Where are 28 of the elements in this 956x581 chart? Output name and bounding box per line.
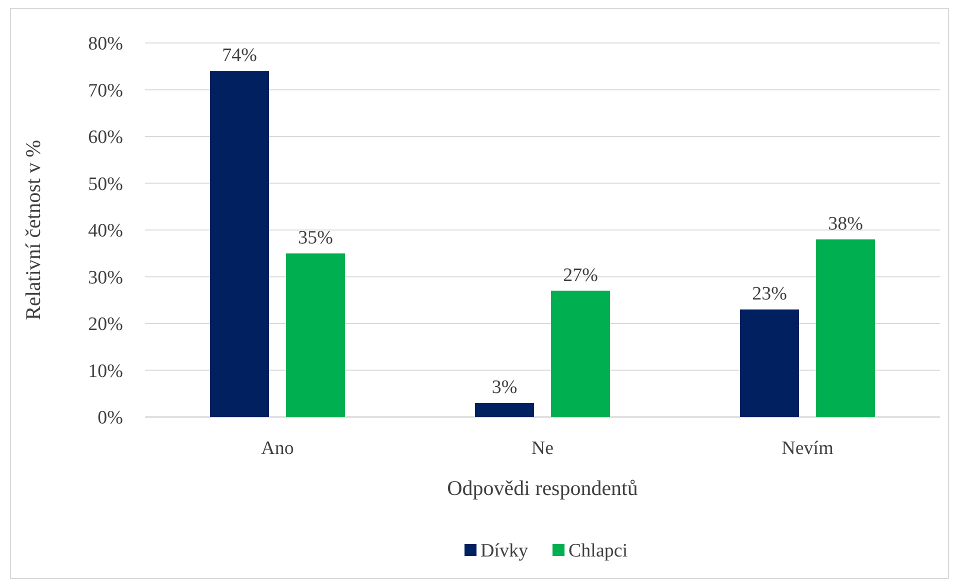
bar	[475, 402, 534, 417]
x-tick-label: Nevím	[782, 438, 834, 459]
y-tick-label: 10%	[88, 360, 124, 382]
bar	[210, 71, 269, 417]
bar	[286, 253, 345, 417]
bar	[740, 309, 799, 417]
y-tick-label: 70%	[88, 80, 124, 102]
y-tick-label: 40%	[88, 220, 124, 242]
y-tick-label: 80%	[88, 34, 124, 55]
data-label: 35%	[298, 227, 334, 248]
bar	[816, 239, 875, 417]
legend-label: Chlapci	[568, 540, 628, 562]
y-tick-label: 20%	[88, 314, 124, 336]
x-axis-title: Odpovědi respondentů	[447, 476, 638, 500]
data-label: 23%	[752, 283, 788, 304]
data-label: 74%	[222, 45, 258, 66]
y-tick-label: 0%	[98, 408, 124, 429]
bar	[551, 290, 610, 417]
legend-label: Dívky	[480, 540, 528, 562]
x-tick-label: Ne	[531, 438, 554, 459]
data-label: 38%	[828, 213, 864, 234]
x-tick-label: Ano	[261, 438, 294, 459]
data-label: 27%	[563, 264, 598, 286]
y-axis-title: Relativní četnost v %	[21, 140, 45, 320]
data-label: 3%	[492, 376, 518, 398]
y-tick-label: 30%	[88, 267, 124, 288]
y-tick-label: 60%	[88, 127, 124, 148]
y-tick-label: 50%	[88, 174, 124, 195]
